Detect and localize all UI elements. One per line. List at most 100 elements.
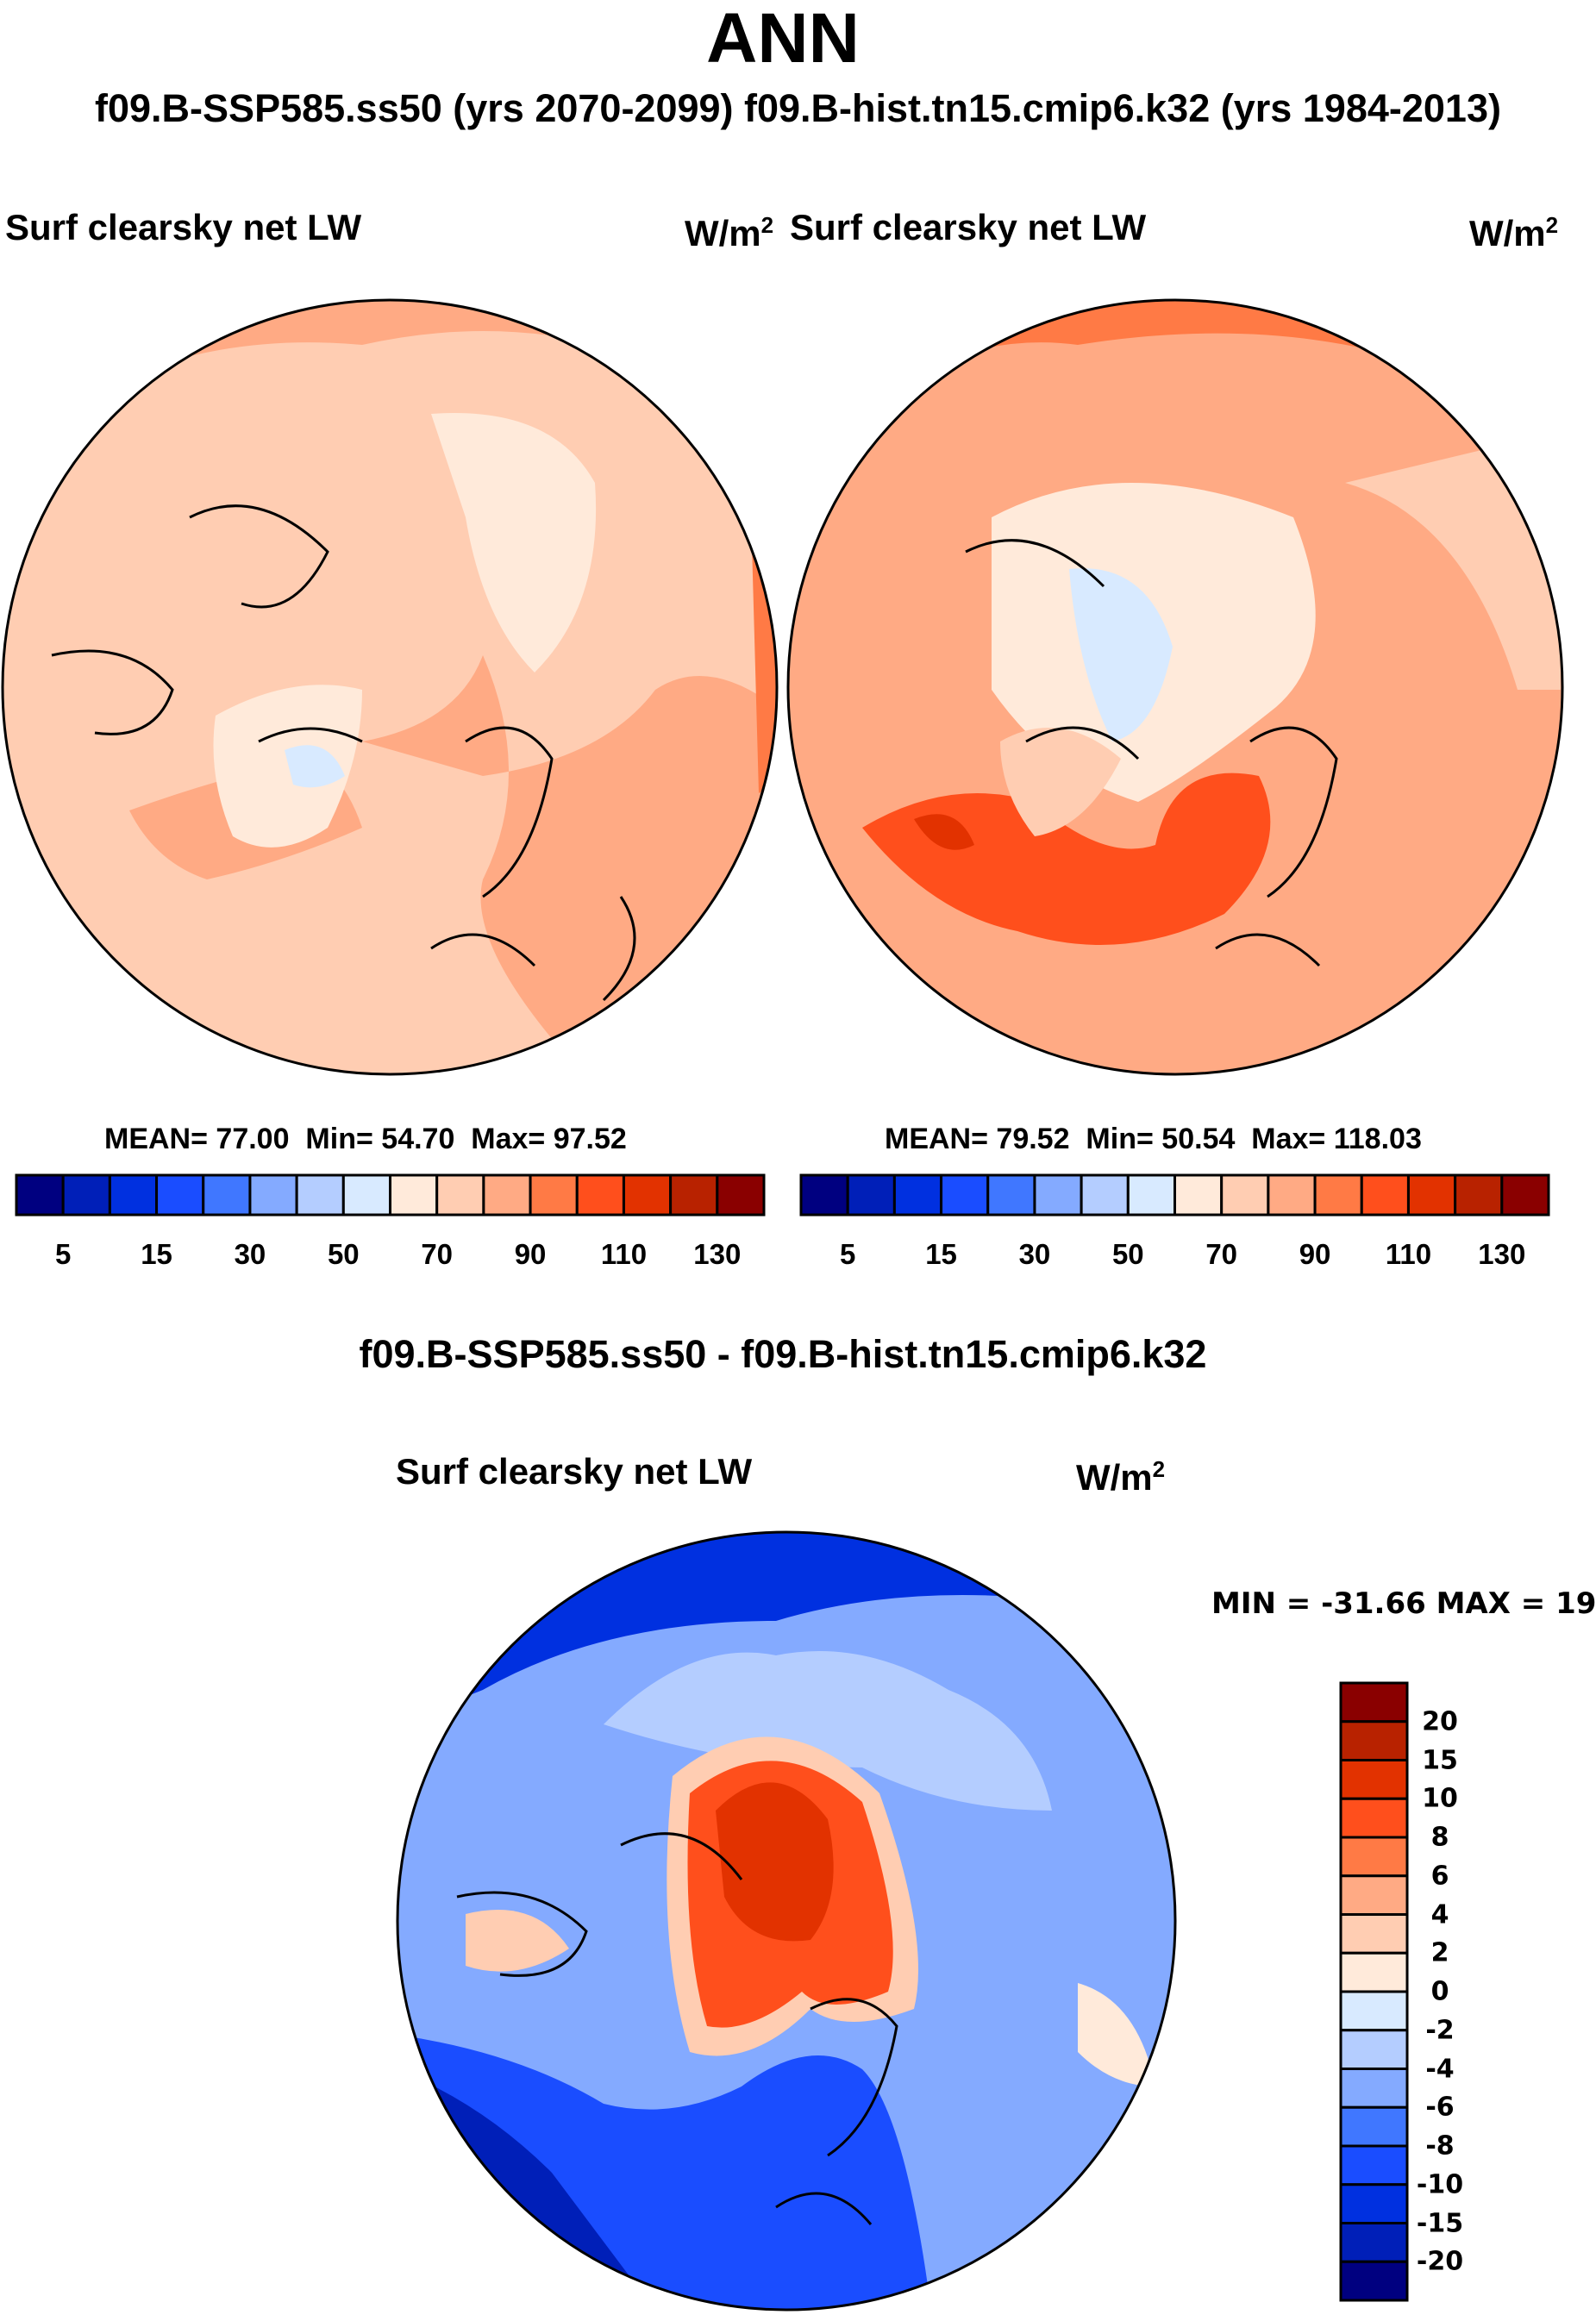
colorbar-box [248, 1173, 298, 1217]
colorbar-tick-label: -6 [1425, 2092, 1455, 2123]
units-exponent: 2 [1545, 212, 1559, 238]
colorbar-tick-label: -15 [1416, 2208, 1464, 2238]
colorbar-box [341, 1173, 391, 1217]
colorbar-box [1220, 1173, 1270, 1217]
colorbar-box [1339, 1990, 1409, 2032]
colorbar-box [846, 1173, 896, 1217]
units-base: W/m [1076, 1457, 1153, 1498]
colorbar-tick-label: 0 [1430, 1976, 1449, 2007]
colorbar-box [435, 1173, 485, 1217]
difference-minmax: MIN = -31.66 MAX = 19.53 [1211, 1586, 1596, 1621]
colorbar-tick-label: 15 [925, 1238, 957, 1270]
colorbar-tick-label: 90 [1299, 1238, 1331, 1270]
colorbar-tick-label: 4 [1430, 1899, 1449, 1930]
mean-label: MEAN= [885, 1123, 988, 1155]
colorbar-tick-label: 70 [1205, 1238, 1238, 1270]
colorbar-box [1360, 1173, 1410, 1217]
colorbar-box [1339, 1836, 1409, 1878]
colorbar-box [1313, 1173, 1363, 1217]
left-stats: MEAN= 77.00 Min= 54.70 Max= 97.52 [104, 1123, 627, 1156]
colorbar-box [1126, 1173, 1176, 1217]
mean-value: 79.52 [996, 1123, 1070, 1155]
colorbar-box [155, 1173, 205, 1217]
colorbar-tick-label: 30 [234, 1238, 266, 1270]
colorbar-tick-label: 110 [1385, 1238, 1432, 1270]
colorbar-tick-label: 130 [1478, 1238, 1526, 1270]
colorbar-tick-label: 5 [55, 1238, 72, 1270]
units-base: W/m [685, 213, 761, 253]
right-panel-title: Surf clearsky net LW [790, 207, 1147, 247]
min-value: 50.54 [1161, 1123, 1236, 1155]
max-label: Max= [1251, 1123, 1326, 1155]
colorbar-box [482, 1173, 532, 1217]
colorbar-tick-label: 90 [514, 1238, 547, 1270]
colorbar-box [1339, 1951, 1409, 1993]
colorbar-box [716, 1173, 766, 1217]
difference-title: f09.B-SSP585.ss50 - f09.B-hist.tn15.cmip… [359, 1332, 1207, 1376]
max-value: 97.52 [553, 1123, 627, 1155]
colorbar-box [622, 1173, 673, 1217]
colorbar-box [529, 1173, 579, 1217]
colorbar-box [1339, 1797, 1409, 1839]
min-label: Min= [1086, 1123, 1154, 1155]
units-exponent: 2 [760, 212, 774, 238]
difference-panel-units: W/m2 [1076, 1456, 1165, 1498]
colorbar-tick-label: 6 [1430, 1861, 1449, 1892]
main-title: ANN [706, 0, 860, 78]
colorbar-box [61, 1173, 111, 1217]
colorbar-box [1339, 2183, 1409, 2224]
colorbar-box [1339, 1681, 1409, 1724]
colorbar-box [389, 1173, 439, 1217]
min-label: Min= [305, 1123, 373, 1155]
right-panel-units: W/m2 [1469, 212, 1558, 254]
colorbar-tick-label: -20 [1416, 2246, 1464, 2277]
colorbar-box [1339, 1720, 1409, 1761]
colorbar-box [1339, 1874, 1409, 1916]
left-colorbar [15, 1173, 766, 1217]
mean-label: MEAN= [104, 1123, 208, 1155]
colorbar-box [1174, 1173, 1224, 1217]
difference-panel-title: Surf clearsky net LW [396, 1451, 753, 1492]
left-panel-units: W/m2 [685, 212, 773, 254]
min-value: 54.70 [381, 1123, 455, 1155]
colorbar-box [1500, 1173, 1550, 1217]
colorbar-tick-label: 10 [1422, 1783, 1458, 1814]
colorbar-box [1339, 2105, 1409, 2148]
colorbar-tick-label: 5 [840, 1238, 856, 1270]
colorbar-box [1339, 2222, 1409, 2263]
colorbar-box [1339, 2144, 1409, 2186]
colorbar-box [15, 1173, 65, 1217]
colorbar-tick-label: 15 [1422, 1745, 1458, 1775]
right-colorbar [799, 1173, 1550, 1217]
colorbar-box [1406, 1173, 1457, 1217]
left-panel-title: Surf clearsky net LW [5, 207, 362, 247]
colorbar-box [1339, 1759, 1409, 1800]
colorbar-tick-label: -10 [1416, 2169, 1464, 2200]
colorbar-tick-label: 130 [693, 1238, 742, 1270]
colorbar-box [1339, 1913, 1409, 1955]
colorbar-tick-label: 50 [327, 1238, 360, 1270]
colorbar-tick-label: 30 [1018, 1238, 1051, 1270]
colorbar-box [986, 1173, 1036, 1217]
right-map [788, 300, 1562, 1074]
colorbar-box [295, 1173, 345, 1217]
colorbar-box [1339, 2068, 1409, 2109]
colorbar-tick-label: 20 [1422, 1706, 1458, 1737]
colorbar-tick-label: 15 [141, 1238, 172, 1270]
colorbar-tick-label: 70 [421, 1238, 454, 1270]
colorbar-box [1339, 2260, 1409, 2302]
max-label: Max= [471, 1123, 546, 1155]
colorbar-box [940, 1173, 990, 1217]
colorbar-box [1339, 2029, 1409, 2070]
colorbar-tick-label: 50 [1111, 1238, 1144, 1270]
colorbar-box [1454, 1173, 1504, 1217]
colorbar-tick-label: -4 [1425, 2054, 1455, 2084]
colorbar-box [799, 1173, 849, 1217]
difference-map [397, 1532, 1175, 2310]
subtitle: f09.B-SSP585.ss50 (yrs 2070-2099) f09.B-… [95, 86, 1501, 130]
right-map-border [786, 298, 1564, 1076]
colorbar-box [1033, 1173, 1083, 1217]
mean-value: 77.00 [216, 1123, 290, 1155]
colorbar-tick-label: -2 [1425, 2015, 1455, 2046]
